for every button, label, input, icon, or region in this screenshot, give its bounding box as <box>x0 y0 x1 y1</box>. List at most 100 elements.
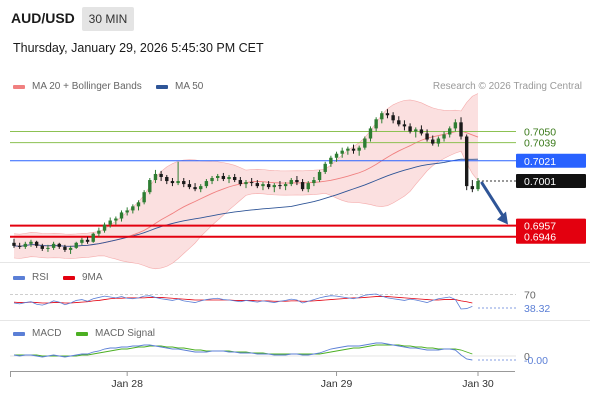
legend-macd-signal: MACD Signal <box>76 328 155 339</box>
candle-body <box>85 239 90 242</box>
candle-body <box>470 186 475 190</box>
candle-body <box>63 246 67 250</box>
bollinger-upper <box>13 93 479 235</box>
chart-datetime: Thursday, January 29, 2026 5:45:30 PM CE… <box>13 41 264 55</box>
legend-rsi-ma-label: 9MA <box>82 272 103 283</box>
candle-body <box>272 185 276 188</box>
time-tick-label: Jan 30 <box>462 378 494 390</box>
candle-body <box>176 181 180 184</box>
candle-body <box>142 192 146 203</box>
candle-body <box>402 124 407 127</box>
candle-body <box>414 129 418 132</box>
research-credit: Research © 2026 Trading Central <box>432 81 582 92</box>
level-label-0.7001: 0.7001 <box>524 176 556 188</box>
candle-body <box>199 186 203 190</box>
legend-bollinger: MA 20 + Bollinger Bands <box>13 81 142 92</box>
macd-last-label: -0.00 <box>524 355 548 367</box>
rsi-ma-line <box>13 296 473 304</box>
candle-body <box>153 173 158 181</box>
legend-macd-signal-label: MACD Signal <box>95 328 156 339</box>
level-tag-0.6957 <box>516 218 586 233</box>
candle-body <box>40 245 44 249</box>
candle-body <box>419 129 424 134</box>
candle-body <box>51 243 56 248</box>
candle-body <box>329 157 333 164</box>
candle-body <box>74 242 78 248</box>
candle-body <box>80 239 84 243</box>
candle-body <box>23 243 28 247</box>
candle-body <box>165 177 169 182</box>
candle-body <box>244 182 248 185</box>
candle-body <box>323 163 327 172</box>
candle-body <box>380 113 384 120</box>
legend-macd: MACD <box>13 328 61 339</box>
candle-body <box>385 113 390 116</box>
candle-body <box>46 247 50 249</box>
candle-body <box>159 173 163 177</box>
rsi-line <box>13 293 473 310</box>
candle-body <box>464 136 469 187</box>
candle-body <box>289 180 293 185</box>
candle-body <box>68 247 73 250</box>
candle-body <box>459 122 463 137</box>
rsi-ma-swatch <box>63 275 75 280</box>
candle-body <box>216 175 220 179</box>
level-tag-0.6946 <box>516 229 586 244</box>
candle-body <box>57 243 61 247</box>
candle-body <box>187 184 192 188</box>
legend-macd-label: MACD <box>32 328 62 339</box>
macd-signal-swatch <box>76 331 88 336</box>
timeframe-badge[interactable]: 30 MIN <box>82 7 134 31</box>
candle-body <box>34 241 39 246</box>
legend-rsi-label: RSI <box>32 272 49 283</box>
symbol-title: AUD/USD <box>11 10 75 26</box>
candle-body <box>351 148 356 151</box>
candle-body <box>448 128 452 135</box>
candle-body <box>334 153 339 158</box>
candle-body <box>119 212 124 219</box>
macd-zero-label: 0 <box>524 351 530 363</box>
candle-body <box>363 138 367 148</box>
candle-body <box>255 183 260 187</box>
candle-body <box>238 180 243 185</box>
candle-body <box>397 120 401 125</box>
candle-body <box>170 181 175 184</box>
candle-body <box>317 171 322 181</box>
level-label-0.7039: 0.7039 <box>524 138 556 150</box>
level-label-0.6957: 0.6957 <box>524 221 556 233</box>
candle-body <box>391 115 395 121</box>
candle-body <box>306 183 310 190</box>
time-tick-label: Jan 29 <box>321 378 353 390</box>
legend-rsi: RSI <box>13 272 49 283</box>
candle-body <box>131 206 135 211</box>
rsi-level-label: 70 <box>524 289 536 301</box>
ma50-swatch <box>156 84 168 89</box>
candle-body <box>278 185 282 187</box>
candle-body <box>408 126 412 132</box>
forecast-arrow-head <box>497 211 508 225</box>
candle-body <box>232 177 237 181</box>
candle-body <box>283 184 288 187</box>
level-tag-0.7001 <box>516 174 586 189</box>
macd-signal-line <box>14 344 473 357</box>
level-label-0.7050: 0.7050 <box>524 126 556 138</box>
candle-body <box>204 181 209 187</box>
candle-body <box>476 181 480 190</box>
legend-bollinger-label: MA 20 + Bollinger Bands <box>32 81 142 92</box>
candle-body <box>425 133 429 140</box>
candle-body <box>357 147 361 151</box>
rsi-last-label: 38.32 <box>524 303 550 315</box>
bollinger-lower <box>13 150 479 270</box>
level-label-0.7021: 0.7021 <box>524 156 556 168</box>
candle-body <box>346 148 350 151</box>
legend-ma50: MA 50 <box>156 81 203 92</box>
candle-body <box>125 210 129 213</box>
candle-body <box>210 178 214 182</box>
candle-body <box>221 175 226 180</box>
candle-body <box>442 134 446 139</box>
candle-body <box>453 122 458 129</box>
candle-body <box>102 224 107 231</box>
candle-body <box>295 180 299 183</box>
candle-body <box>227 177 231 180</box>
